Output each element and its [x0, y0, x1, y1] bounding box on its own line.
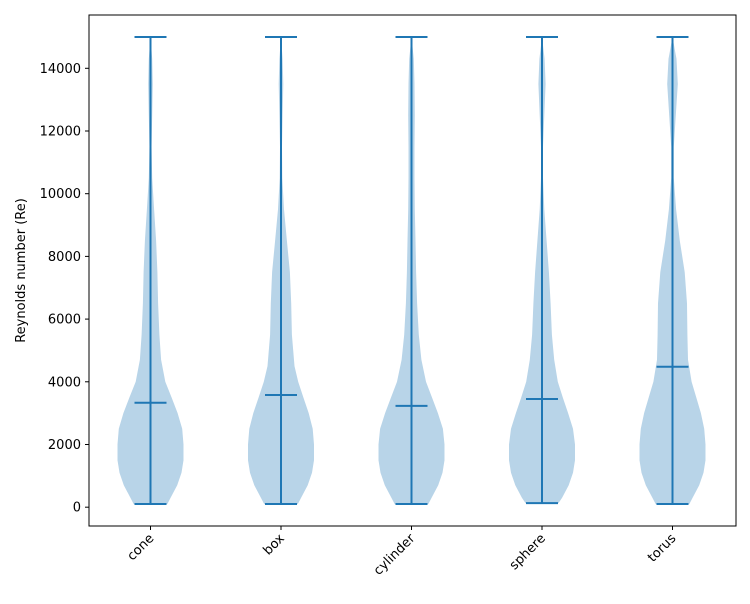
y-tick-label: 6000 — [48, 313, 81, 328]
y-tick-label: 4000 — [48, 375, 81, 390]
violin-cone — [117, 35, 184, 506]
violin-box — [248, 35, 314, 506]
y-tick-label: 0 — [73, 501, 81, 516]
violin-sphere — [509, 35, 575, 505]
violins-layer — [117, 35, 706, 506]
plot-frame — [88, 14, 737, 527]
violin-cylinder — [378, 35, 445, 506]
violin-torus — [639, 35, 706, 506]
y-tick-label: 12000 — [40, 124, 81, 139]
y-tick-label: 10000 — [40, 187, 81, 202]
y-tick-label: 2000 — [48, 438, 81, 453]
y-tick-label: 14000 — [40, 62, 81, 77]
y-axis-label: Reynolds number (Re) — [14, 198, 29, 343]
y-tick-label: 8000 — [48, 250, 81, 265]
